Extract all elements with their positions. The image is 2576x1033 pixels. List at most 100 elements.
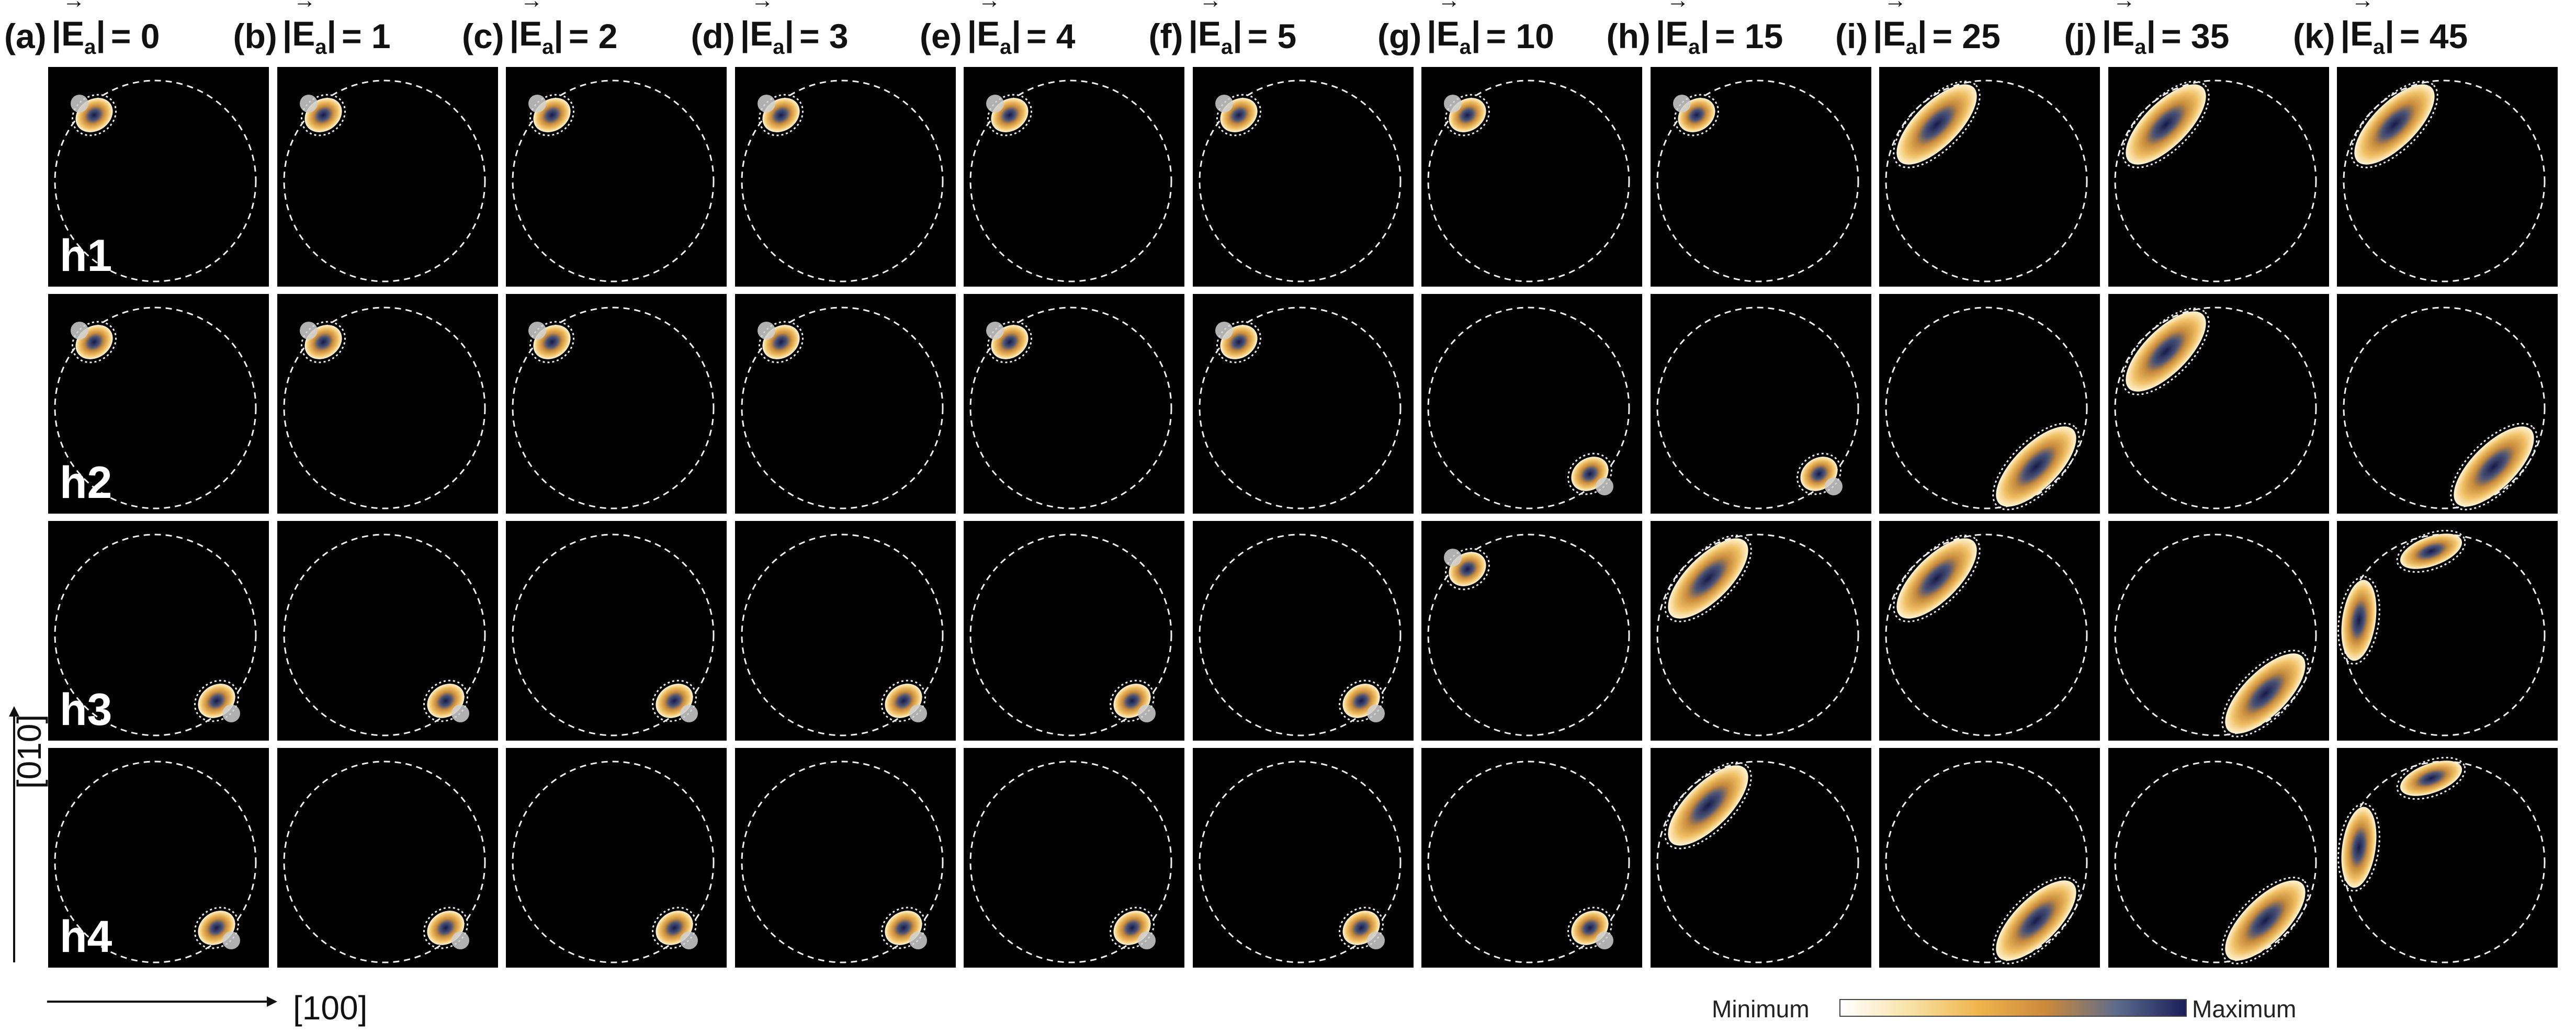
row-label: h1 xyxy=(60,231,112,281)
domain-blob xyxy=(529,321,575,364)
domain-tail xyxy=(1444,549,1462,566)
boundary-circle xyxy=(2114,760,2317,963)
domain-blob xyxy=(2337,803,2380,892)
simulation-panel: h1 xyxy=(48,67,269,287)
domain-tail xyxy=(1824,478,1843,495)
x-axis-label: [100] xyxy=(293,989,368,1027)
field-subscript: a xyxy=(1459,35,1472,59)
domain-tail xyxy=(986,322,1004,339)
domain-blob xyxy=(1216,94,1261,137)
boundary-circle xyxy=(741,533,943,736)
domain-tail xyxy=(1138,932,1156,949)
boundary-circle xyxy=(283,533,485,736)
domain-blob xyxy=(2396,529,2466,573)
boundary-circle xyxy=(1427,760,1630,963)
domain-blob xyxy=(2121,308,2210,395)
field-subscript: a xyxy=(1905,35,1918,59)
simulation-panel xyxy=(1421,521,1642,741)
field-subscript: a xyxy=(1221,35,1233,59)
field-magnitude: | → Ea| xyxy=(1427,0,1481,67)
panel-letter: (b) xyxy=(233,16,277,55)
field-symbol: E xyxy=(292,14,315,53)
simulation-panel xyxy=(964,748,1184,968)
simulation-panel xyxy=(1421,67,1642,287)
boundary-circle xyxy=(512,760,715,963)
row-label: h4 xyxy=(60,912,112,962)
domain-blob xyxy=(71,94,117,137)
panel-letter: (a) xyxy=(4,16,47,55)
field-symbol: E xyxy=(519,14,543,53)
simulation-panel xyxy=(1192,67,1414,287)
field-subscript: a xyxy=(84,35,96,59)
field-value: = 3 xyxy=(799,16,849,55)
domain-blob xyxy=(2221,650,2309,737)
domain-blob xyxy=(987,321,1033,364)
column-header: (h) | → Ea| = 15 xyxy=(1607,0,1832,62)
domain-tail xyxy=(1215,95,1233,112)
domain-tail xyxy=(299,95,318,112)
domain-tail xyxy=(299,322,318,339)
boundary-circle xyxy=(283,760,485,963)
field-value: = 0 xyxy=(110,16,160,55)
simulation-panel xyxy=(1650,521,1871,741)
domain-blob xyxy=(1992,877,2080,964)
boundary-circle xyxy=(512,307,715,509)
simulation-panel: h3 xyxy=(48,521,269,741)
domain-blob xyxy=(1216,321,1261,364)
domain-blob xyxy=(423,906,468,949)
simulation-panel xyxy=(2337,748,2558,968)
simulation-panel xyxy=(506,521,727,741)
panel-letter: (d) xyxy=(691,16,735,55)
field-symbol: E xyxy=(2111,14,2135,53)
simulation-panel xyxy=(735,521,956,741)
simulation-panel xyxy=(2108,294,2329,514)
domain-tail xyxy=(451,932,469,949)
field-symbol: E xyxy=(61,14,85,53)
y-axis-arrow xyxy=(9,706,19,962)
field-subscript: a xyxy=(542,35,554,59)
vector-arrow-icon: → xyxy=(520,0,544,13)
simulation-panel xyxy=(1879,748,2100,968)
domain-tail xyxy=(1673,95,1691,112)
row-label: h3 xyxy=(60,685,112,735)
boundary-circle xyxy=(54,533,257,736)
domain-tail xyxy=(1444,95,1462,112)
column-header: (b) | → Ea| = 1 xyxy=(233,0,458,62)
boundary-circle xyxy=(1199,533,1401,736)
domain-tail xyxy=(680,705,698,722)
boundary-circle xyxy=(54,760,257,963)
simulation-panel xyxy=(1879,67,2100,287)
domain-blob xyxy=(2221,877,2309,964)
vector-arrow-icon: → xyxy=(1199,0,1222,13)
domain-blob xyxy=(1674,94,1719,137)
field-magnitude: | → Ea| xyxy=(52,0,106,67)
domain-blob xyxy=(651,679,697,722)
domain-blob xyxy=(1893,535,1981,622)
column-header: (i) | → Ea| = 25 xyxy=(1835,0,2060,62)
field-subscript: a xyxy=(1688,35,1700,59)
domain-blob xyxy=(529,94,575,137)
simulation-panel xyxy=(277,521,498,741)
field-symbol: E xyxy=(1436,14,1460,53)
field-symbol: E xyxy=(750,14,773,53)
simulation-panel xyxy=(1650,748,1871,968)
simulation-panel xyxy=(964,67,1184,287)
domain-tail xyxy=(1138,705,1156,722)
field-symbol: E xyxy=(1882,14,1906,53)
column-header: (j) | → Ea| = 35 xyxy=(2064,0,2289,62)
simulation-panel xyxy=(2108,67,2329,287)
field-magnitude: | → Ea| xyxy=(1873,0,1927,67)
simulation-panel xyxy=(277,67,498,287)
boundary-circle xyxy=(2343,80,2546,282)
column-header: (e) | → Ea| = 4 xyxy=(920,0,1145,62)
field-magnitude: | → Ea| xyxy=(2102,0,2156,67)
panel-letter: (g) xyxy=(1377,16,1422,55)
domain-tail xyxy=(222,705,240,722)
field-value: = 5 xyxy=(1247,16,1297,55)
domain-blob xyxy=(1338,679,1384,722)
domain-blob xyxy=(1109,906,1155,949)
domain-tail xyxy=(451,705,469,722)
simulation-panel xyxy=(964,521,1184,741)
field-magnitude: | → Ea| xyxy=(1188,0,1242,67)
